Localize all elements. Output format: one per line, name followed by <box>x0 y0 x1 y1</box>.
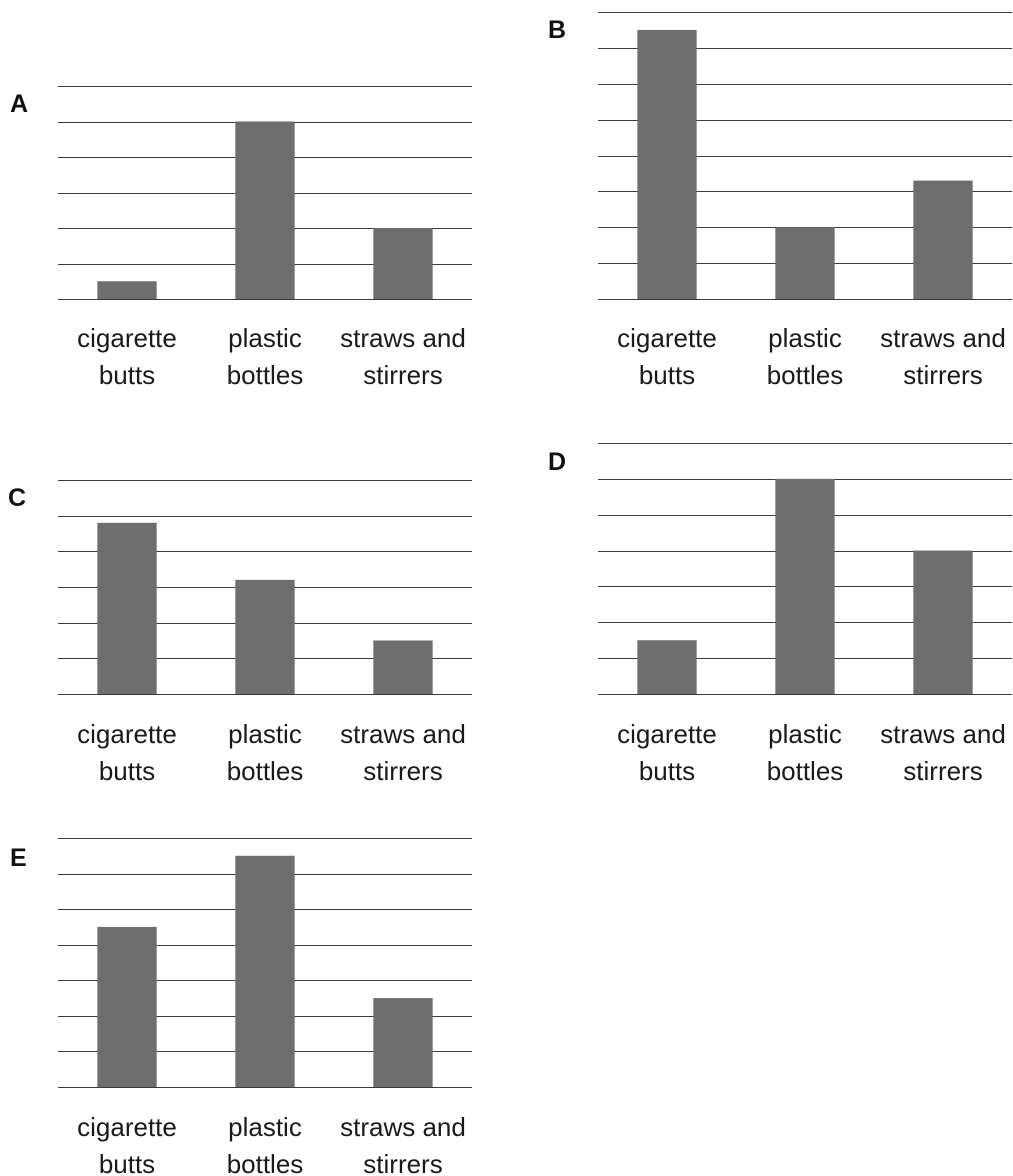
bar-1 <box>235 855 295 1087</box>
x-tick-label-line: cigarette <box>77 1112 177 1142</box>
x-tick-label-line: straws and <box>340 719 466 749</box>
x-tick-label-line: plastic <box>228 719 302 749</box>
x-tick-label-line: stirrers <box>363 360 442 390</box>
x-tick-label-line: plastic <box>228 323 302 353</box>
panel-label-b: B <box>548 16 567 44</box>
x-tick-label: plastic bottles <box>767 719 844 786</box>
panel-label-c: C <box>8 484 27 512</box>
bar-1 <box>775 478 835 694</box>
panel-label-a: A <box>10 90 29 118</box>
x-tick-label-line: straws and <box>340 323 466 353</box>
x-tick-label-line: bottles <box>227 360 304 390</box>
bar-2 <box>373 228 433 299</box>
bar-0 <box>637 640 697 694</box>
x-tick-label-line: bottles <box>767 756 844 786</box>
x-tick-label-line: butts <box>639 360 695 390</box>
x-tick-label: straws and stirrers <box>340 1112 466 1176</box>
x-tick-label-line: cigarette <box>617 323 717 353</box>
x-tick-label-line: cigarette <box>77 323 177 353</box>
bar-1 <box>235 121 295 299</box>
bar-0 <box>637 29 697 299</box>
bar-0 <box>97 522 157 694</box>
x-tick-label: straws and stirrers <box>340 323 466 390</box>
bar-2 <box>373 998 433 1087</box>
x-tick-label-line: straws and <box>880 719 1006 749</box>
x-tick-label: cigarette butts <box>617 719 717 786</box>
x-tick-label: plastic bottles <box>227 323 304 390</box>
x-tick-label: plastic bottles <box>767 323 844 390</box>
panel-label-d: D <box>548 448 567 476</box>
x-tick-label-line: butts <box>639 756 695 786</box>
x-tick-label-line: straws and <box>340 1112 466 1142</box>
x-tick-label-line: stirrers <box>903 360 982 390</box>
x-tick-label-line: bottles <box>767 360 844 390</box>
bar-2 <box>913 550 973 694</box>
x-tick-label-line: plastic <box>228 1112 302 1142</box>
x-tick-label-line: bottles <box>227 756 304 786</box>
x-tick-label-line: cigarette <box>77 719 177 749</box>
x-tick-label-line: butts <box>99 360 155 390</box>
x-tick-label: cigarette butts <box>617 323 717 390</box>
x-tick-label: plastic bottles <box>227 719 304 786</box>
x-tick-label-line: stirrers <box>363 756 442 786</box>
bar-2 <box>373 640 433 694</box>
bar-0 <box>97 281 157 299</box>
x-tick-label: cigarette butts <box>77 323 177 390</box>
x-tick-label: straws and stirrers <box>880 323 1006 390</box>
x-tick-label-line: butts <box>99 756 155 786</box>
bar-0 <box>97 926 157 1087</box>
x-tick-label-line: butts <box>99 1149 155 1176</box>
bar-1 <box>235 579 295 694</box>
x-tick-label: straws and stirrers <box>880 719 1006 786</box>
x-tick-label-line: cigarette <box>617 719 717 749</box>
x-tick-label-line: stirrers <box>363 1149 442 1176</box>
x-tick-label: cigarette butts <box>77 719 177 786</box>
x-tick-label-line: bottles <box>227 1149 304 1176</box>
bar-1 <box>775 227 835 299</box>
x-tick-label: plastic bottles <box>227 1112 304 1176</box>
x-tick-label: straws and stirrers <box>340 719 466 786</box>
x-tick-label-line: stirrers <box>903 756 982 786</box>
panel-label-e: E <box>10 844 27 872</box>
x-tick-label-line: plastic <box>768 719 842 749</box>
x-tick-label: cigarette butts <box>77 1112 177 1176</box>
x-tick-label-line: straws and <box>880 323 1006 353</box>
bar-2 <box>913 180 973 299</box>
x-tick-label-line: plastic <box>768 323 842 353</box>
